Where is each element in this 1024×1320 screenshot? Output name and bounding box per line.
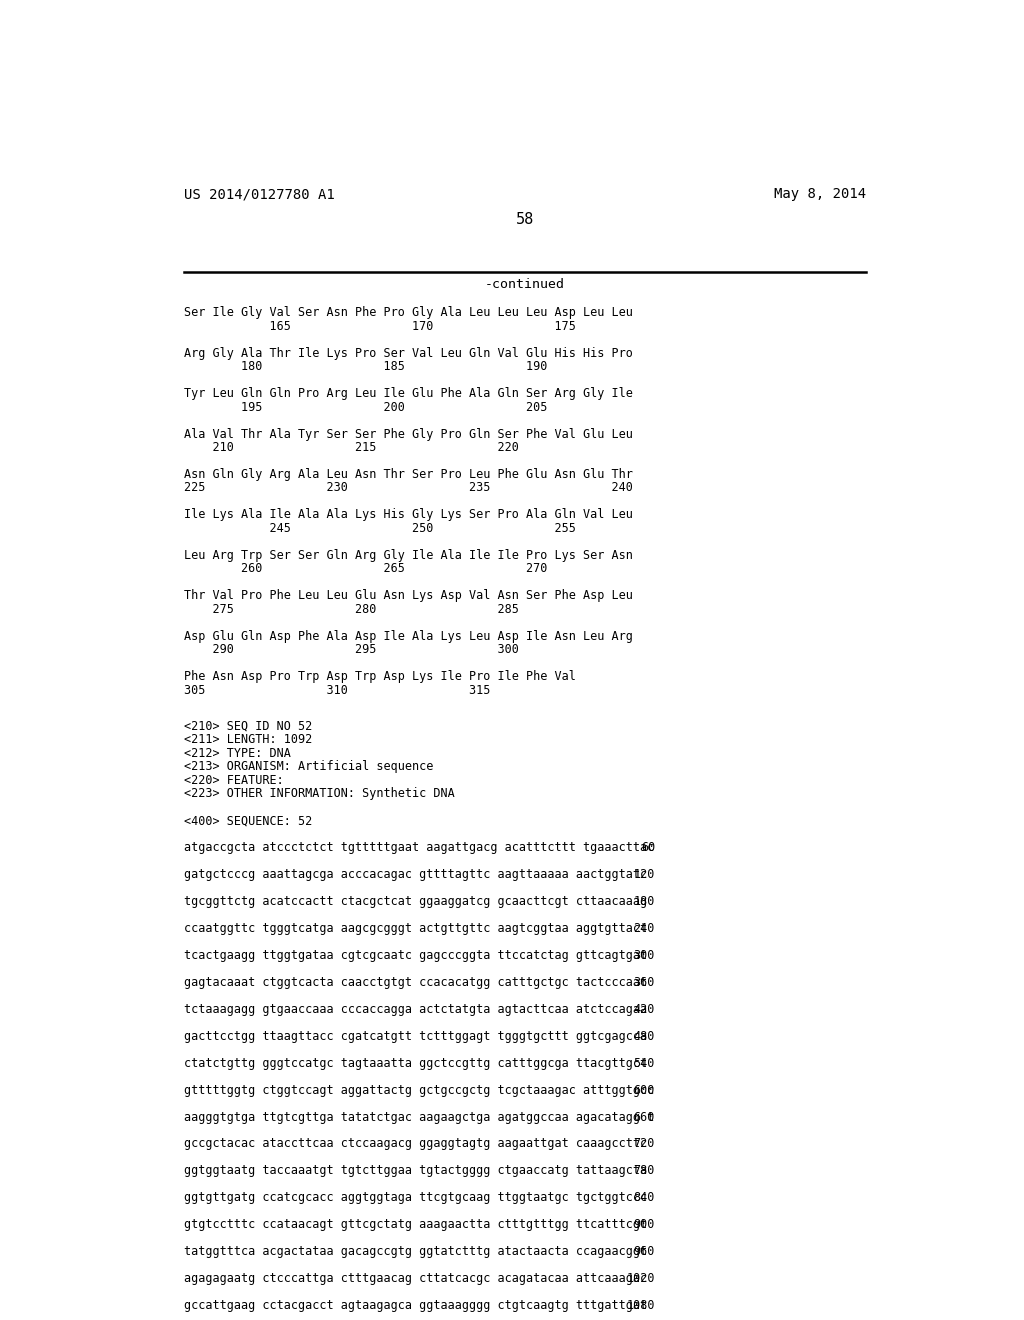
Text: 780: 780 bbox=[634, 1164, 655, 1177]
Text: 420: 420 bbox=[634, 1003, 655, 1015]
Text: 120: 120 bbox=[634, 869, 655, 880]
Text: Arg Gly Ala Thr Ile Lys Pro Ser Val Leu Gln Val Glu His His Pro: Arg Gly Ala Thr Ile Lys Pro Ser Val Leu … bbox=[183, 347, 633, 359]
Text: 540: 540 bbox=[634, 1056, 655, 1069]
Text: 720: 720 bbox=[634, 1138, 655, 1151]
Text: 245                 250                 255: 245 250 255 bbox=[183, 521, 575, 535]
Text: Thr Val Pro Phe Leu Leu Glu Asn Lys Asp Val Asn Ser Phe Asp Leu: Thr Val Pro Phe Leu Leu Glu Asn Lys Asp … bbox=[183, 589, 633, 602]
Text: US 2014/0127780 A1: US 2014/0127780 A1 bbox=[183, 187, 335, 202]
Text: 600: 600 bbox=[634, 1084, 655, 1097]
Text: 480: 480 bbox=[634, 1030, 655, 1043]
Text: 58: 58 bbox=[516, 211, 534, 227]
Text: tgcggttctg acatccactt ctacgctcat ggaaggatcg gcaacttcgt cttaacaaag: tgcggttctg acatccactt ctacgctcat ggaagga… bbox=[183, 895, 647, 908]
Text: aagggtgtga ttgtcgttga tatatctgac aagaagctga agatggccaa agacatagg t: aagggtgtga ttgtcgttga tatatctgac aagaagc… bbox=[183, 1110, 654, 1123]
Text: Ser Ile Gly Val Ser Asn Phe Pro Gly Ala Leu Leu Leu Asp Leu Leu: Ser Ile Gly Val Ser Asn Phe Pro Gly Ala … bbox=[183, 306, 633, 319]
Text: tcactgaagg ttggtgataa cgtcgcaatc gagcccggta ttccatctag gttcagtgat: tcactgaagg ttggtgataa cgtcgcaatc gagcccg… bbox=[183, 949, 647, 962]
Text: Asn Gln Gly Arg Ala Leu Asn Thr Ser Pro Leu Phe Glu Asn Glu Thr: Asn Gln Gly Arg Ala Leu Asn Thr Ser Pro … bbox=[183, 469, 633, 480]
Text: Ile Lys Ala Ile Ala Ala Lys His Gly Lys Ser Pro Ala Gln Val Leu: Ile Lys Ala Ile Ala Ala Lys His Gly Lys … bbox=[183, 508, 633, 521]
Text: <211> LENGTH: 1092: <211> LENGTH: 1092 bbox=[183, 733, 312, 746]
Text: ccaatggttc tgggtcatga aagcgcgggt actgttgttc aagtcggtaa aggtgttact: ccaatggttc tgggtcatga aagcgcgggt actgttg… bbox=[183, 921, 647, 935]
Text: gagtacaaat ctggtcacta caacctgtgt ccacacatgg catttgctgc tactcccaat: gagtacaaat ctggtcacta caacctgtgt ccacaca… bbox=[183, 975, 647, 989]
Text: <212> TYPE: DNA: <212> TYPE: DNA bbox=[183, 747, 291, 760]
Text: 360: 360 bbox=[634, 975, 655, 989]
Text: 180                 185                 190: 180 185 190 bbox=[183, 360, 547, 374]
Text: agagagaatg ctcccattga ctttgaacag cttatcacgc acagatacaa attcaaagac: agagagaatg ctcccattga ctttgaacag cttatca… bbox=[183, 1272, 647, 1286]
Text: atgaccgcta atccctctct tgtttttgaat aagattgacg acatttcttt tgaaacttac: atgaccgcta atccctctct tgtttttgaat aagatt… bbox=[183, 841, 654, 854]
Text: 260                 265                 270: 260 265 270 bbox=[183, 562, 547, 576]
Text: 195                 200                 205: 195 200 205 bbox=[183, 400, 547, 413]
Text: 60: 60 bbox=[641, 841, 655, 854]
Text: 300: 300 bbox=[634, 949, 655, 962]
Text: gtgtcctttc ccataacagt gttcgctatg aaagaactta ctttgtttgg ttcatttcgt: gtgtcctttc ccataacagt gttcgctatg aaagaac… bbox=[183, 1218, 647, 1232]
Text: <223> OTHER INFORMATION: Synthetic DNA: <223> OTHER INFORMATION: Synthetic DNA bbox=[183, 787, 455, 800]
Text: Ala Val Thr Ala Tyr Ser Ser Phe Gly Pro Gln Ser Phe Val Glu Leu: Ala Val Thr Ala Tyr Ser Ser Phe Gly Pro … bbox=[183, 428, 633, 441]
Text: 840: 840 bbox=[634, 1192, 655, 1204]
Text: 900: 900 bbox=[634, 1218, 655, 1232]
Text: gtttttggtg ctggtccagt aggattactg gctgccgctg tcgctaaagac atttggtgcc: gtttttggtg ctggtccagt aggattactg gctgccg… bbox=[183, 1084, 654, 1097]
Text: 275                 280                 285: 275 280 285 bbox=[183, 603, 519, 615]
Text: 960: 960 bbox=[634, 1245, 655, 1258]
Text: ggtgttgatg ccatcgcacc aggtggtaga ttcgtgcaag ttggtaatgc tgctggtccc: ggtgttgatg ccatcgcacc aggtggtaga ttcgtgc… bbox=[183, 1192, 647, 1204]
Text: 225                 230                 235                 240: 225 230 235 240 bbox=[183, 482, 633, 495]
Text: gccgctacac ataccttcaa ctccaagacg ggaggtagtg aagaattgat caaagccttc: gccgctacac ataccttcaa ctccaagacg ggaggta… bbox=[183, 1138, 647, 1151]
Text: <220> FEATURE:: <220> FEATURE: bbox=[183, 774, 284, 787]
Text: tctaaagagg gtgaaccaaa cccaccagga actctatgta agtacttcaa atctccagaa: tctaaagagg gtgaaccaaa cccaccagga actctat… bbox=[183, 1003, 647, 1015]
Text: Phe Asn Asp Pro Trp Asp Trp Asp Lys Ile Pro Ile Phe Val: Phe Asn Asp Pro Trp Asp Trp Asp Lys Ile … bbox=[183, 671, 575, 682]
Text: <213> ORGANISM: Artificial sequence: <213> ORGANISM: Artificial sequence bbox=[183, 760, 433, 774]
Text: 180: 180 bbox=[634, 895, 655, 908]
Text: -continued: -continued bbox=[484, 277, 565, 290]
Text: <210> SEQ ID NO 52: <210> SEQ ID NO 52 bbox=[183, 719, 312, 733]
Text: 165                 170                 175: 165 170 175 bbox=[183, 319, 575, 333]
Text: ggtggtaatg taccaaatgt tgtcttggaa tgtactgggg ctgaaccatg tattaagcta: ggtggtaatg taccaaatgt tgtcttggaa tgtactg… bbox=[183, 1164, 647, 1177]
Text: ctatctgttg gggtccatgc tagtaaatta ggctccgttg catttggcga ttacgttgct: ctatctgttg gggtccatgc tagtaaatta ggctccg… bbox=[183, 1056, 647, 1069]
Text: Leu Arg Trp Ser Ser Gln Arg Gly Ile Ala Ile Ile Pro Lys Ser Asn: Leu Arg Trp Ser Ser Gln Arg Gly Ile Ala … bbox=[183, 549, 633, 562]
Text: 1020: 1020 bbox=[627, 1272, 655, 1286]
Text: 660: 660 bbox=[634, 1110, 655, 1123]
Text: Asp Glu Gln Asp Phe Ala Asp Ile Ala Lys Leu Asp Ile Asn Leu Arg: Asp Glu Gln Asp Phe Ala Asp Ile Ala Lys … bbox=[183, 630, 633, 643]
Text: Tyr Leu Gln Gln Pro Arg Leu Ile Glu Phe Ala Gln Ser Arg Gly Ile: Tyr Leu Gln Gln Pro Arg Leu Ile Glu Phe … bbox=[183, 387, 633, 400]
Text: 305                 310                 315: 305 310 315 bbox=[183, 684, 490, 697]
Text: May 8, 2014: May 8, 2014 bbox=[774, 187, 866, 202]
Text: <400> SEQUENCE: 52: <400> SEQUENCE: 52 bbox=[183, 814, 312, 828]
Text: 210                 215                 220: 210 215 220 bbox=[183, 441, 519, 454]
Text: 1080: 1080 bbox=[627, 1299, 655, 1312]
Text: tatggtttca acgactataa gacagccgtg ggtatctttg atactaacta ccagaacggt: tatggtttca acgactataa gacagccgtg ggtatct… bbox=[183, 1245, 647, 1258]
Text: 290                 295                 300: 290 295 300 bbox=[183, 643, 519, 656]
Text: gccattgaag cctacgacct agtaagagca ggtaaagggg ctgtcaagtg tttgattgat: gccattgaag cctacgacct agtaagagca ggtaaag… bbox=[183, 1299, 647, 1312]
Text: 240: 240 bbox=[634, 921, 655, 935]
Text: gatgctcccg aaattagcga acccacagac gttttagttc aagttaaaaa aactggtatc: gatgctcccg aaattagcga acccacagac gttttag… bbox=[183, 869, 647, 880]
Text: gacttcctgg ttaagttacc cgatcatgtt tctttggagt tgggtgcttt ggtcgagcca: gacttcctgg ttaagttacc cgatcatgtt tctttgg… bbox=[183, 1030, 647, 1043]
